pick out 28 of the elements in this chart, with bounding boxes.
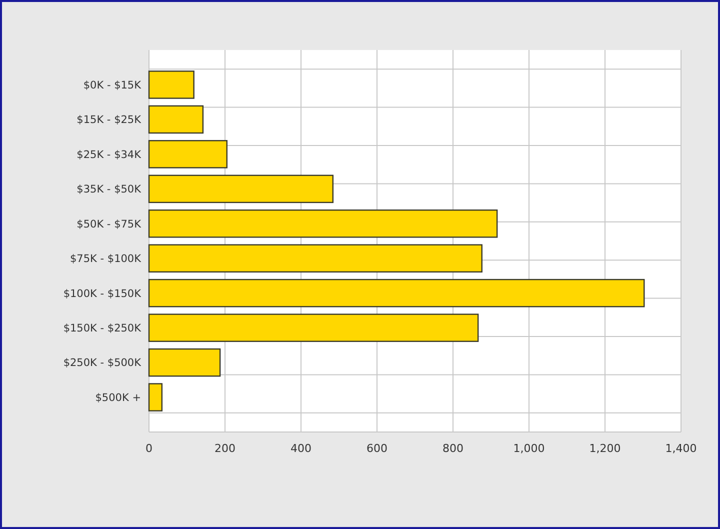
y-tick-label: $0K - $15K xyxy=(83,79,142,92)
x-tick-label: 0 xyxy=(146,442,152,455)
bar xyxy=(148,174,334,204)
bar xyxy=(148,70,194,99)
y-tick-label: $35K - $50K xyxy=(76,184,142,196)
y-tick-label: $500K + xyxy=(95,392,141,404)
x-tick-label: 400 xyxy=(290,442,312,455)
y-tick-label: $250K - $500K xyxy=(63,357,142,370)
x-tick-label: 800 xyxy=(442,442,464,455)
bar xyxy=(148,140,228,168)
x-tick-label: 1,200 xyxy=(589,442,621,455)
y-tick-label: $15K - $25K xyxy=(76,114,142,126)
bar xyxy=(148,105,204,134)
x-tick-label: 600 xyxy=(366,442,388,455)
bar xyxy=(148,314,479,342)
bar xyxy=(148,348,221,377)
y-tick-label: $25K - $34K xyxy=(76,148,142,161)
y-tick-label: $100K - $150K xyxy=(63,288,142,300)
x-tick-label: 200 xyxy=(214,442,236,455)
bar xyxy=(148,209,498,238)
x-tick-label: 1,400 xyxy=(665,442,697,455)
bar xyxy=(148,244,482,273)
bar xyxy=(148,383,163,412)
y-tick-label: $75K - $100K xyxy=(70,253,142,266)
x-tick-label: 1,000 xyxy=(513,442,545,455)
bar xyxy=(148,278,645,308)
y-tick-label: $50K - $75K xyxy=(76,218,142,230)
y-tick-label: $150K - $250K xyxy=(63,322,142,334)
